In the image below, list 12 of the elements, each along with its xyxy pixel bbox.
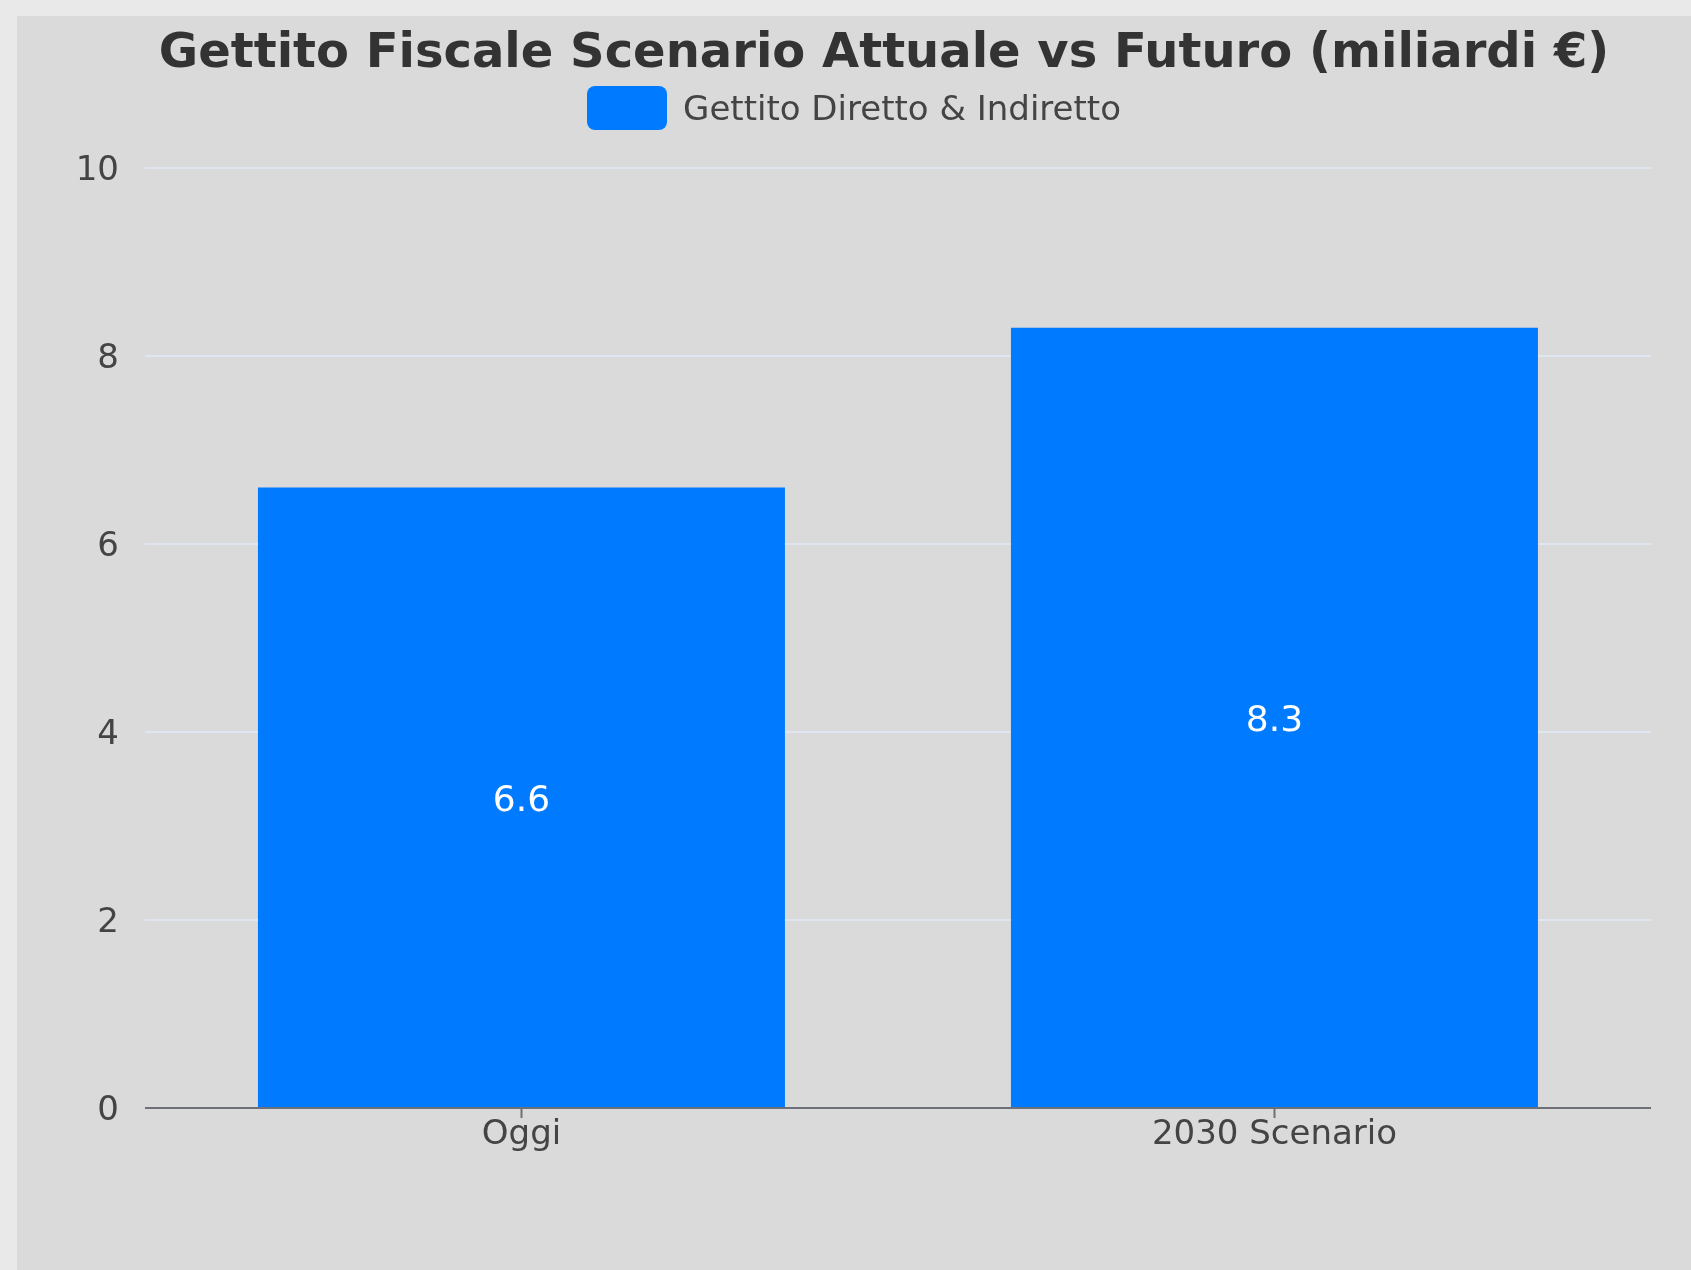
y-tick-label: 2	[97, 900, 119, 941]
y-tick-label: 4	[97, 712, 119, 753]
y-tick-label: 8	[97, 336, 119, 377]
x-tick-label: Oggi	[481, 1112, 562, 1153]
data-label: 8.3	[1245, 697, 1304, 739]
data-label: 6.6	[492, 777, 551, 819]
legend-label: Gettito Diretto & Indiretto	[683, 88, 1121, 128]
x-tick-label: 2030 Scenario	[1151, 1112, 1398, 1153]
chart-title: Gettito Fiscale Scenario Attuale vs Futuro (miliardi €)	[157, 22, 1611, 78]
y-tick-label: 6	[97, 524, 119, 565]
y-tick-label: 0	[97, 1088, 119, 1129]
y-tick-label: 10	[75, 148, 119, 189]
